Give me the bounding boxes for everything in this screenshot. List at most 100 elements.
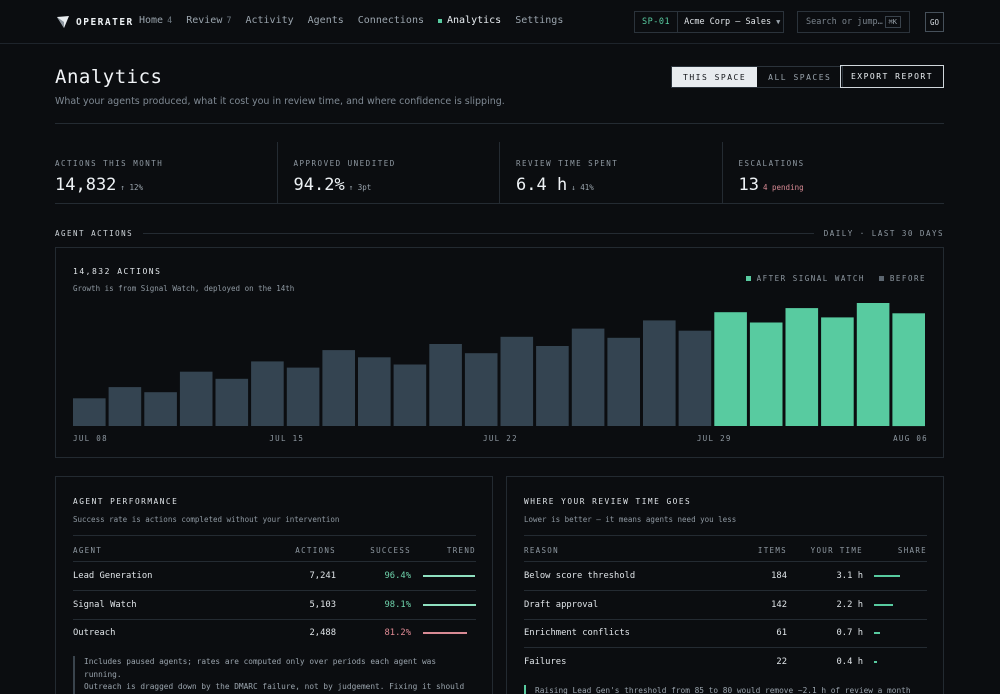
chart-bar[interactable] [251,361,284,426]
page-subtitle: What your agents produced, what it cost … [55,96,505,107]
agent-name[interactable]: Lead Generation [73,571,153,581]
reason-name[interactable]: Enrichment conflicts [524,628,630,638]
operater-logo-icon[interactable] [55,14,71,30]
export-report-button[interactable]: EXPORT REPORT [840,65,944,88]
column-header[interactable]: ITEMS [757,546,787,555]
avatar[interactable]: GO [925,12,944,32]
column-header[interactable]: YOUR TIME [810,546,863,555]
nav-link-connections[interactable]: Connections [358,15,424,26]
chart-bar[interactable] [536,346,569,426]
trend-bar [423,603,476,606]
kpi-card[interactable]: APPROVED UNEDITED 94.2% ↑ 3pt [278,142,500,203]
chart-bar[interactable] [856,303,890,426]
kpi-delta: ↑ 12% [120,183,143,192]
chart-bar[interactable] [607,337,640,426]
chart-bar[interactable] [108,387,142,426]
scope-all-spaces-button[interactable]: ALL SPACES [768,72,832,82]
kpi-row: ACTIONS THIS MONTH 14,832 ↑ 12% APPROVED UN… [55,142,944,204]
kpi-card[interactable]: ACTIONS THIS MONTH 14,832 ↑ 12% [55,142,278,203]
panel-subtitle: Lower is better — it means agents need y… [524,515,737,524]
chart-legend: AFTER SIGNAL WATCH BEFORE [745,274,926,283]
share-bar [874,660,878,663]
chart-bar[interactable] [73,398,106,426]
nav-link-home[interactable]: Home 4 [139,15,172,26]
agent-actions: 7,241 [309,571,336,581]
chart-bar[interactable] [714,312,747,426]
divider [73,561,476,562]
chart-canvas: JUL 08 JUL 15 JUL 22 JUL 29 AUG 06 [73,303,927,443]
reason-name[interactable]: Below score threshold [524,571,636,581]
kpi-label: ACTIONS THIS MONTH [55,159,164,168]
kpi-card[interactable]: ESCALATIONS 13 4 pending [723,142,945,203]
table-row[interactable]: Draft approval 142 2.2 h [524,591,927,619]
agent-name[interactable]: Signal Watch [73,599,137,610]
chart-bar[interactable] [429,344,462,426]
agent-name[interactable]: Outreach [73,628,116,638]
divider [524,590,927,591]
nav-link-agents[interactable]: Agents [308,15,344,26]
nav-link-settings[interactable]: Settings [515,15,563,26]
scope-toggle: THIS SPACE ALL SPACES [671,66,844,88]
column-header[interactable]: ACTIONS [295,546,336,555]
kpi-delta: 4 pending [762,183,804,192]
table-row[interactable]: Outreach 2,488 81.2% [73,619,476,647]
column-header[interactable]: SHARE [897,546,927,555]
nav-link-count: 7 [226,15,232,26]
table-row[interactable]: Below score threshold 184 3.1 h [524,562,927,590]
chart-bar[interactable] [749,322,783,427]
reason-name[interactable]: Failures [524,656,567,667]
chart-title: 14,832 ACTIONS [73,267,162,276]
chart-bar[interactable] [643,320,676,426]
section-rule [143,232,814,234]
brand-name[interactable]: OPERATER [76,17,134,28]
chart-bar[interactable] [179,371,213,426]
nav-link-label: Connections [357,15,424,26]
trend-bar [423,575,475,577]
chart-bar[interactable] [821,317,854,426]
agent-performance-panel: AGENT PERFORMANCE Success rate is action… [55,476,493,694]
note-line: Outreach is dragged down by the DMARC fa… [84,682,465,691]
chart-bar[interactable] [322,350,355,426]
review-time-panel: WHERE YOUR REVIEW TIME GOES Lower is bet… [506,476,944,694]
kpi-delta: ↑ 3pt [348,183,372,192]
divider [524,561,927,562]
chart-bar[interactable] [892,313,925,427]
table-row[interactable]: Signal Watch 5,103 98.1% [73,591,476,619]
chart-bar[interactable] [571,328,605,426]
chart-bar[interactable] [215,378,249,426]
chart-bar[interactable] [286,367,320,426]
share-bar [874,632,881,634]
chart-bar[interactable] [678,330,712,426]
table-row[interactable]: Lead Generation 7,241 96.4% [73,562,476,590]
chart-bar[interactable] [464,353,498,426]
space-selector[interactable]: SP-01 Acme Corp — Sales ▼ [634,11,784,33]
column-header[interactable]: AGENT [73,546,103,555]
chart-bar[interactable] [500,336,534,426]
search-input[interactable]: Search or jump… ⌘K [797,11,910,33]
table-row[interactable]: Failures 22 0.4 h [524,648,927,676]
column-header[interactable]: TREND [446,546,476,555]
kpi-card[interactable]: REVIEW TIME SPENT 6.4 h ↓ 41% [500,142,723,203]
nav-link-label: Home [139,15,164,26]
table-row[interactable]: Enrichment conflicts 61 0.7 h [524,619,927,647]
kpi-number: 13 [738,175,759,195]
nav-link-analytics[interactable]: Analytics [438,15,501,26]
column-header[interactable]: REASON [524,546,559,555]
reason-name[interactable]: Draft approval [524,599,599,610]
nav-link-activity[interactable]: Activity [245,15,293,26]
chart-bar[interactable] [358,357,391,426]
active-dot-icon [438,18,442,23]
nav-link-review[interactable]: Review 7 [186,15,231,26]
chart-bar[interactable] [144,392,177,426]
search-placeholder: Search or jump… [806,17,883,27]
kpi-number: 94.2% [293,175,345,195]
top-nav: OPERATER Home 4 Review 7 Activity Agents Conne… [0,0,1000,44]
scope-this-space-button[interactable]: THIS SPACE [672,67,758,87]
nav-link-count: 4 [167,15,173,26]
divider [55,123,944,124]
chart-bar[interactable] [393,364,427,427]
column-header[interactable]: SUCCESS [370,546,411,555]
chart-bar[interactable] [785,308,819,426]
section-range[interactable]: DAILY · LAST 30 DAYS [823,228,944,238]
divider [73,535,476,536]
